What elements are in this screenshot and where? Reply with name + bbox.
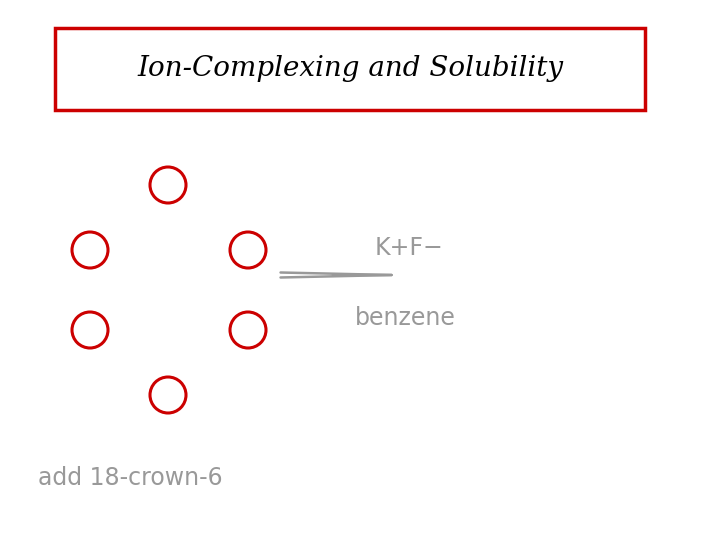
- Bar: [55, 28, 645, 110]
- Text: K+F−: K+F−: [375, 236, 444, 260]
- Text: Ion-Complexing and Solubility: Ion-Complexing and Solubility: [137, 56, 563, 83]
- Text: add 18-crown-6: add 18-crown-6: [38, 466, 222, 490]
- Text: benzene: benzene: [355, 306, 456, 330]
